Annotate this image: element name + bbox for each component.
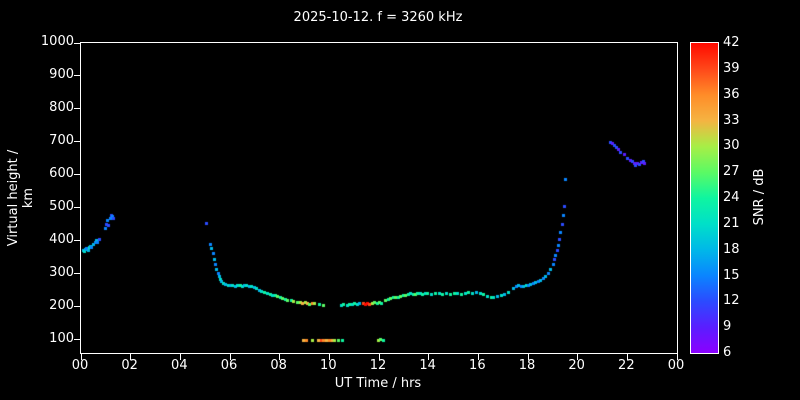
- x-tick-label: 22: [618, 358, 635, 373]
- y-tick-label: 100: [49, 330, 74, 346]
- y-tick: [74, 108, 80, 110]
- x-axis-label: UT Time / hrs: [334, 376, 422, 391]
- x-tick: [626, 354, 628, 360]
- x-tick-label: 10: [320, 358, 337, 373]
- x-tick: [328, 354, 330, 360]
- x-axis-tick-labels: 00 02 04 06 08 10 12 14 16 18 20 22 00: [72, 354, 685, 374]
- y-tick: [74, 240, 80, 242]
- y-tick: [74, 306, 80, 308]
- chart-title: 2025-10-12. f = 3260 kHz: [293, 10, 463, 25]
- y-tick-label: 400: [49, 231, 74, 247]
- x-tick-label: 20: [568, 358, 585, 373]
- y-tick: [74, 174, 80, 176]
- colorbar-tick-label: 36: [723, 86, 740, 102]
- colorbar-tick-label: 33: [723, 112, 740, 128]
- colorbar-tick-labels: 6 9 12 15 18 21 24 27 30 33 36 39 42: [723, 35, 757, 360]
- x-tick: [477, 354, 479, 360]
- colorbar: [690, 42, 719, 354]
- x-tick-label: 06: [220, 358, 238, 373]
- y-tick-label: 800: [49, 99, 74, 115]
- x-tick-label: 16: [469, 358, 486, 373]
- x-tick-label: 00: [71, 358, 89, 373]
- y-tick: [74, 75, 80, 77]
- y-tick: [74, 141, 80, 143]
- x-tick-label: 18: [518, 358, 536, 373]
- colorbar-tick-label: 15: [723, 267, 740, 283]
- y-tick-label: 200: [49, 297, 74, 313]
- y-tick-label: 1000: [40, 34, 74, 49]
- y-tick-label: 600: [49, 165, 74, 181]
- colorbar-tick-label: 9: [723, 319, 732, 335]
- x-tick: [527, 354, 529, 360]
- y-tick: [74, 207, 80, 209]
- colorbar-tick-label: 21: [723, 215, 740, 231]
- colorbar-tick-label: 18: [723, 241, 740, 257]
- y-tick-label: 700: [49, 132, 74, 148]
- y-tick: [74, 273, 80, 275]
- colorbar-tick-label: 12: [723, 293, 740, 309]
- x-tick: [577, 354, 579, 360]
- x-tick-label: 08: [270, 358, 287, 373]
- x-tick: [428, 354, 430, 360]
- y-tick: [74, 42, 80, 44]
- x-tick-label: 14: [419, 358, 436, 373]
- x-tick-label: 12: [369, 358, 387, 373]
- colorbar-tick-label: 42: [723, 35, 740, 50]
- y-axis-tick-labels: 100 200 300 400 500 600 700 800 900 1000: [30, 34, 74, 354]
- y-tick-label: 900: [49, 66, 74, 82]
- x-tick: [676, 354, 678, 360]
- colorbar-tick-label: 27: [723, 164, 740, 180]
- colorbar-label: SNR / dB: [752, 168, 767, 226]
- x-tick: [279, 354, 281, 360]
- x-tick: [80, 354, 82, 360]
- plot-area: [74, 42, 678, 360]
- y-tick-label: 500: [49, 198, 74, 214]
- y-axis-label: Virtual height / km: [6, 149, 36, 247]
- colorbar-tick-label: 30: [723, 138, 740, 154]
- x-tick-label: 04: [171, 358, 188, 373]
- y-tick: [74, 339, 80, 341]
- scatter-canvas: [81, 43, 677, 353]
- x-tick: [229, 354, 231, 360]
- x-tick-label: 02: [121, 358, 138, 373]
- colorbar-tick-label: 39: [723, 60, 740, 76]
- x-tick: [130, 354, 132, 360]
- y-tick-label: 300: [49, 264, 74, 280]
- x-tick: [179, 354, 181, 360]
- colorbar-tick-label: 24: [723, 190, 740, 205]
- colorbar-tick-label: 6: [723, 345, 732, 360]
- x-tick-label: 00: [667, 358, 685, 373]
- x-tick: [378, 354, 380, 360]
